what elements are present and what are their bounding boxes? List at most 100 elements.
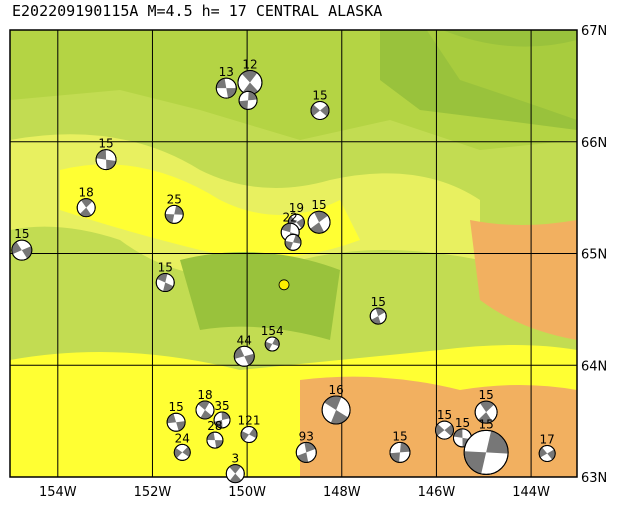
beachball-outline: [240, 426, 258, 444]
depth-label: 93: [299, 429, 314, 443]
compressional-quadrant: [241, 70, 259, 95]
beachball-outline: [155, 273, 175, 293]
lon-label: 150W: [228, 485, 266, 500]
compressional-quadrant: [288, 216, 305, 229]
beachball-outline: [474, 400, 498, 424]
beachball-outline: [213, 411, 231, 429]
depth-label: 15: [392, 429, 407, 443]
compressional-quadrant: [390, 442, 410, 463]
compressional-quadrant: [285, 234, 302, 250]
lat-label: 63N: [581, 471, 607, 486]
focal-mechanism: [240, 426, 258, 444]
depth-label: 44: [237, 333, 252, 347]
focal-mechanism: [237, 70, 263, 96]
compressional-quadrant: [371, 308, 386, 325]
beachball-outline: [215, 77, 237, 99]
beachball-outline: [164, 204, 184, 224]
focal-mechanism: [213, 411, 231, 429]
beachball-outline: [195, 400, 215, 420]
beachball-outline: [538, 445, 556, 463]
compressional-quadrant: [167, 413, 186, 431]
beachball-outline: [95, 149, 117, 171]
focal-mechanism: [474, 400, 498, 424]
beachball-outline: [206, 431, 224, 449]
depth-label: 16: [328, 383, 343, 397]
compressional-quadrant: [464, 431, 509, 474]
compressional-quadrant: [435, 424, 454, 437]
depth-label: 154: [261, 324, 284, 338]
focal-mechanism: [215, 77, 237, 99]
depth-label: 15: [98, 137, 113, 151]
compressional-quadrant: [296, 442, 316, 463]
depth-label: 13: [219, 65, 234, 79]
compressional-quadrant: [157, 273, 174, 292]
beachball-outline: [225, 464, 245, 484]
focal-mechanism: [434, 420, 454, 440]
compressional-quadrant: [96, 149, 116, 170]
beachball-outline: [264, 336, 280, 352]
focal-mechanism: [310, 100, 330, 120]
focal-mechanism: [321, 395, 351, 425]
depth-label: 15: [478, 417, 493, 431]
depth-label: 18: [197, 388, 212, 402]
compressional-quadrant: [324, 395, 348, 424]
depth-label: 15: [312, 88, 327, 102]
compressional-quadrant: [478, 401, 495, 424]
focal-mechanism: [164, 204, 184, 224]
compressional-quadrant: [79, 198, 93, 217]
depth-label: 15: [455, 416, 470, 430]
compressional-quadrant: [174, 446, 191, 459]
focal-mechanism: [233, 345, 255, 367]
depth-label: 15: [14, 227, 29, 241]
lon-label: 154W: [39, 485, 77, 500]
compressional-quadrant: [310, 211, 328, 234]
depth-label: 121: [238, 414, 261, 428]
compressional-quadrant: [214, 411, 230, 429]
compressional-quadrant: [229, 464, 242, 483]
beachball-outline: [166, 412, 186, 432]
compressional-quadrant: [539, 447, 556, 460]
focal-mechanism: [389, 441, 411, 463]
lon-label: 152W: [134, 485, 172, 500]
lon-label: 146W: [418, 485, 456, 500]
focal-mechanism: [225, 464, 245, 484]
focal-mechanism: [295, 441, 317, 463]
focal-mechanism: [264, 336, 280, 352]
focal-mechanism: [206, 431, 224, 449]
depth-label: 15: [158, 261, 173, 275]
focal-mechanism: [11, 239, 33, 261]
epicenter: [278, 279, 290, 291]
map-title: E202209190115A M=4.5 h= 17 CENTRAL ALASK…: [12, 2, 382, 20]
compressional-quadrant: [234, 347, 255, 366]
beachball-outline: [11, 239, 33, 261]
focal-mechanism: [538, 445, 556, 463]
focal-mechanism: [155, 273, 175, 293]
depth-label: 22: [283, 210, 298, 224]
depth-label: 15: [168, 400, 183, 414]
lon-label: 148W: [323, 485, 361, 500]
beachball-outline: [369, 307, 387, 325]
compressional-quadrant: [216, 78, 237, 98]
depth-label: 15: [311, 198, 326, 212]
depth-label: 18: [79, 186, 94, 200]
depth-label: 15: [478, 388, 493, 402]
compressional-quadrant: [198, 400, 212, 419]
depth-label: 3: [231, 452, 239, 466]
lat-label: 64N: [581, 359, 607, 374]
depth-label: 24: [175, 431, 190, 445]
focal-mechanism: [307, 210, 331, 234]
depth-label: 35: [214, 399, 229, 413]
depth-label: 25: [167, 192, 182, 206]
lat-label: 67N: [581, 24, 607, 39]
depth-label: 17: [540, 433, 555, 447]
beachball-outline: [233, 345, 255, 367]
depth-label: 15: [437, 408, 452, 422]
beachball-outline: [284, 233, 302, 251]
beachball-outline: [295, 441, 317, 463]
focal-mechanism: [463, 429, 509, 475]
compressional-quadrant: [11, 241, 32, 259]
focal-mechanism: [166, 412, 186, 432]
focal-mechanism: [284, 233, 302, 251]
compressional-quadrant: [265, 337, 280, 351]
